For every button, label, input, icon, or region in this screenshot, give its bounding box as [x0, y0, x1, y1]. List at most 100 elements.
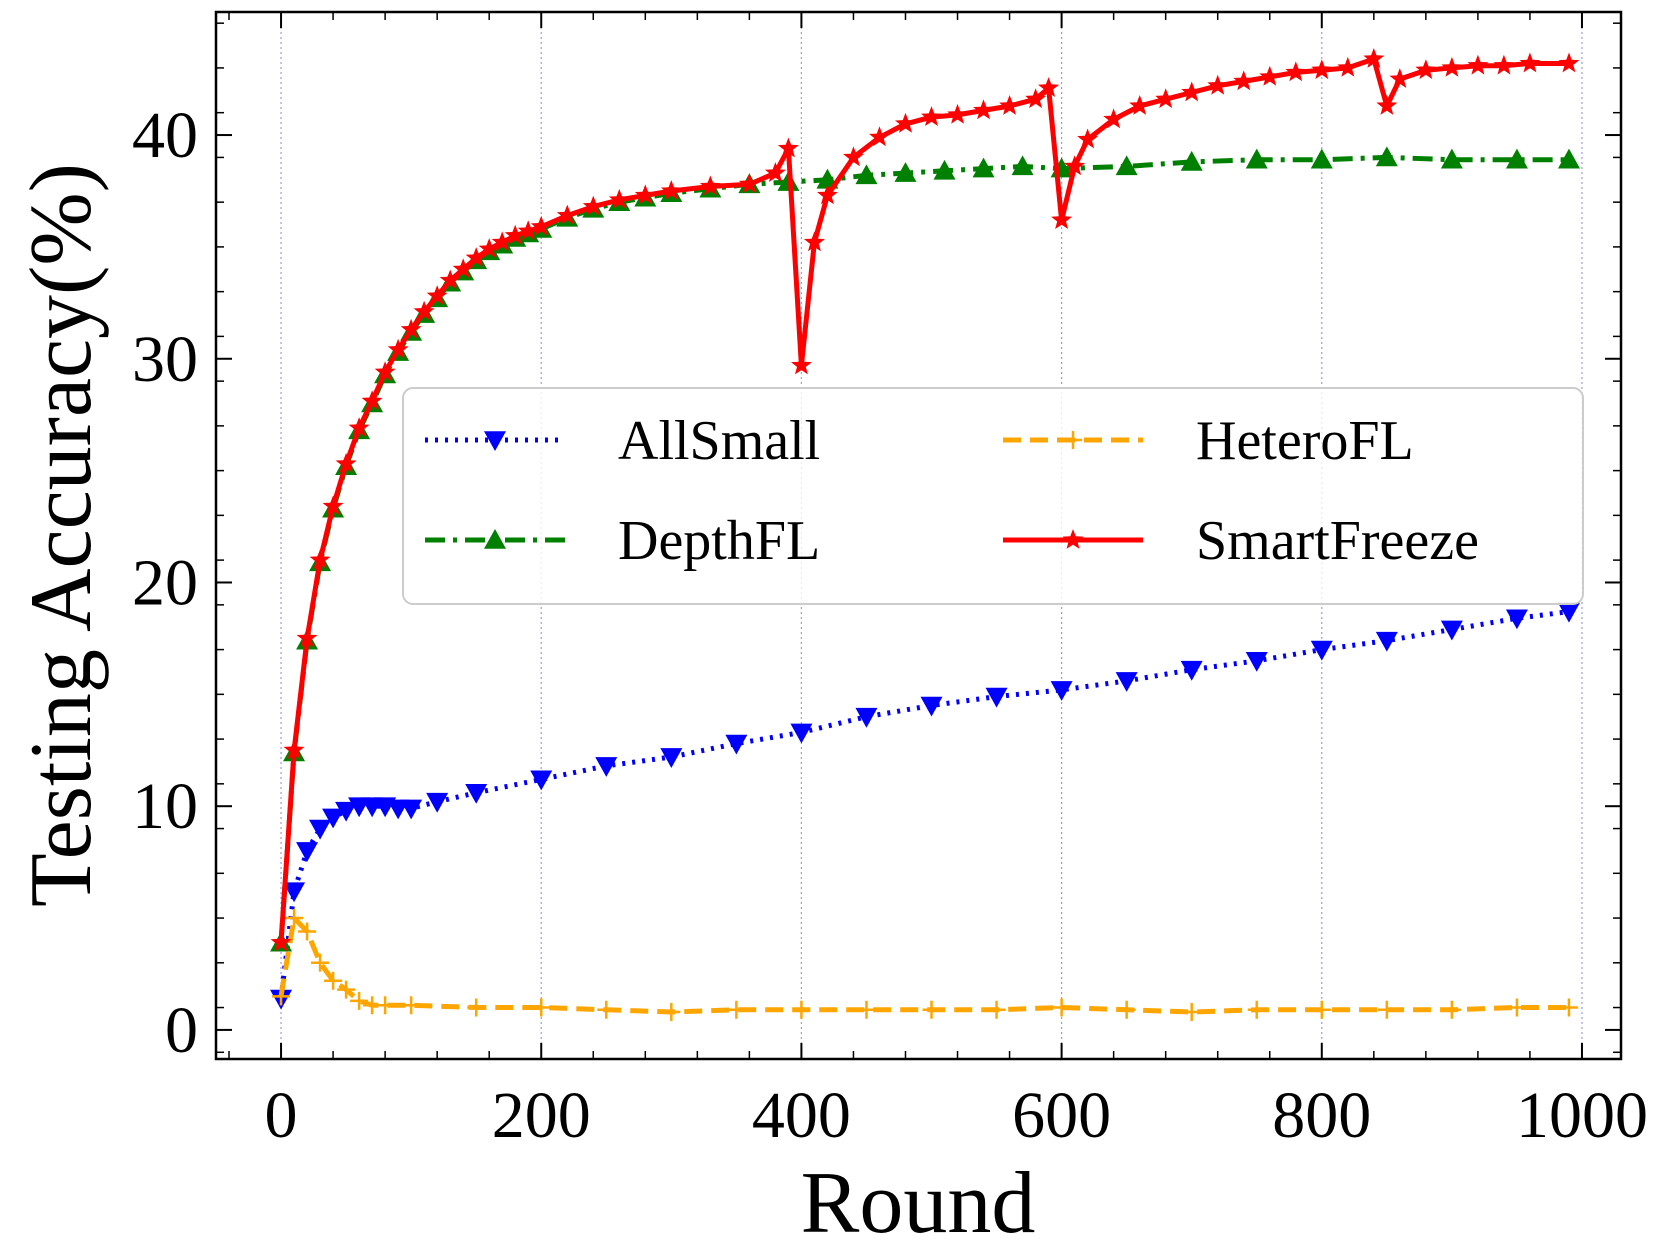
data-point-depthfl	[1245, 148, 1268, 169]
data-point-heterofl	[922, 1000, 941, 1019]
x-tick-label: 1000	[1516, 1079, 1648, 1152]
legend-label-allsmall: AllSmall	[618, 410, 820, 472]
data-point-smartfreeze	[660, 180, 682, 200]
data-point-smartfreeze	[634, 184, 656, 205]
data-point-smartfreeze	[309, 549, 331, 569]
data-point-allsmall	[400, 799, 423, 820]
legend-label-depthfl: DepthFL	[618, 510, 820, 572]
legend-marker-depthfl	[484, 529, 506, 549]
data-point-smartfreeze	[869, 126, 890, 147]
data-point-heterofl	[792, 1000, 811, 1019]
legend-marker-smartfreeze	[1062, 529, 1084, 549]
data-point-heterofl	[662, 1003, 681, 1022]
data-point-smartfreeze	[1311, 59, 1333, 80]
data-point-smartfreeze	[452, 258, 474, 279]
data-point-heterofl	[1559, 998, 1578, 1017]
data-point-smartfreeze	[1038, 77, 1060, 97]
data-point-smartfreeze	[582, 195, 604, 216]
data-point-smartfreeze	[1519, 52, 1541, 73]
data-point-smartfreeze	[921, 106, 942, 126]
data-point-smartfreeze	[1233, 70, 1255, 91]
data-point-heterofl	[532, 998, 551, 1017]
data-point-smartfreeze	[1363, 48, 1385, 68]
data-point-depthfl	[1440, 148, 1463, 169]
data-point-allsmall	[296, 842, 319, 862]
data-point-smartfreeze	[270, 931, 292, 952]
series-group	[270, 48, 1580, 1022]
data-point-depthfl	[894, 162, 917, 182]
data-point-heterofl	[1377, 1000, 1396, 1019]
data-point-heterofl	[597, 1000, 616, 1019]
data-point-heterofl	[350, 991, 369, 1010]
data-point-smartfreeze	[1493, 54, 1515, 75]
data-point-depthfl	[972, 157, 995, 178]
legend-label-smartfreeze: SmartFreeze	[1196, 510, 1479, 572]
legend-entry-depthfl: DepthFL	[425, 510, 820, 572]
y-axis-title: Testing Accuracy(%)	[13, 163, 110, 907]
data-point-smartfreeze	[504, 224, 526, 245]
data-point-allsmall	[1245, 651, 1268, 672]
data-point-heterofl	[337, 980, 356, 999]
data-point-smartfreeze	[1155, 88, 1177, 109]
data-point-heterofl	[1182, 1003, 1201, 1022]
data-point-smartfreeze	[478, 238, 500, 258]
series-line-heterofl	[278, 915, 1569, 1015]
data-point-allsmall	[985, 687, 1008, 708]
y-tick-label: 20	[132, 546, 198, 619]
legend-entry-heterofl: HeteroFL	[1003, 410, 1414, 472]
data-point-smartfreeze	[817, 184, 838, 205]
data-point-allsmall	[309, 819, 332, 840]
data-point-depthfl	[1011, 155, 1034, 176]
legend-box	[402, 387, 1584, 605]
data-point-smartfreeze	[1207, 74, 1229, 95]
data-point-allsmall	[426, 792, 449, 813]
data-point-heterofl	[987, 1000, 1006, 1019]
plot-frame	[214, 10, 1623, 1061]
data-point-smartfreeze	[1064, 155, 1086, 176]
data-point-smartfreeze	[1077, 128, 1099, 149]
data-point-smartfreeze	[530, 215, 552, 236]
data-point-smartfreeze	[608, 188, 630, 209]
legend-label-heterofl: HeteroFL	[1196, 410, 1414, 472]
legend-entry-allsmall: AllSmall	[425, 410, 820, 472]
data-point-heterofl	[1247, 1000, 1266, 1019]
tick-labels: 0 200 400 600 800 1000 0 10 20 30 40	[132, 99, 1648, 1152]
data-point-smartfreeze	[764, 162, 786, 182]
data-point-allsmall	[283, 882, 306, 903]
data-point-heterofl	[324, 971, 343, 990]
data-point-smartfreeze	[947, 103, 968, 124]
data-point-smartfreeze	[491, 231, 513, 252]
data-point-allsmall	[725, 734, 748, 755]
data-point-smartfreeze	[1285, 61, 1307, 82]
data-point-smartfreeze	[895, 112, 916, 133]
data-point-smartfreeze	[1467, 54, 1489, 75]
data-point-smartfreeze	[556, 204, 578, 225]
data-point-smartfreeze	[699, 175, 721, 196]
data-point-smartfreeze	[1181, 81, 1203, 102]
data-point-depthfl	[1310, 148, 1333, 169]
series-allsmall	[270, 602, 1580, 1010]
data-point-smartfreeze	[1337, 56, 1359, 77]
data-point-depthfl	[1180, 150, 1203, 171]
data-point-allsmall	[1557, 602, 1580, 623]
data-point-heterofl	[298, 922, 317, 941]
data-point-smartfreeze	[387, 338, 409, 359]
data-point-heterofl	[1442, 1000, 1461, 1019]
legend-entry-smartfreeze: SmartFreeze	[1003, 510, 1479, 572]
data-point-heterofl	[285, 909, 304, 928]
data-point-heterofl	[402, 996, 421, 1015]
x-tick-label: 200	[492, 1079, 591, 1152]
data-point-allsmall	[1440, 620, 1463, 641]
data-point-heterofl	[1507, 998, 1526, 1017]
data-point-depthfl	[1557, 148, 1580, 169]
data-point-smartfreeze	[1129, 95, 1151, 115]
data-point-smartfreeze	[1259, 65, 1281, 86]
data-point-smartfreeze	[335, 452, 357, 473]
data-point-heterofl	[376, 996, 395, 1015]
data-point-smartfreeze	[322, 495, 344, 516]
data-point-smartfreeze	[777, 137, 799, 158]
data-point-smartfreeze	[1441, 56, 1463, 77]
data-point-smartfreeze	[465, 247, 487, 267]
